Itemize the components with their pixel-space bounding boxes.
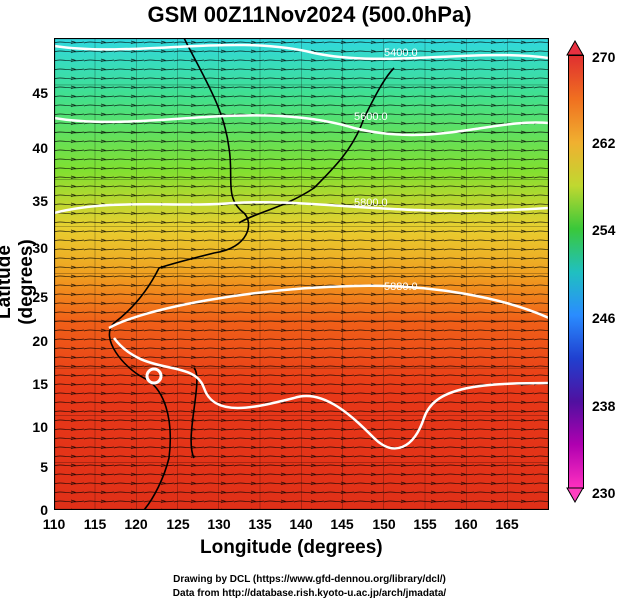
x-tick-label: 150	[372, 516, 396, 532]
colorbar-tick-label: 262	[592, 135, 616, 151]
x-tick-label: 140	[289, 516, 313, 532]
contour-label-5880: 5880.0	[384, 281, 418, 293]
y-tick-label: 20	[32, 333, 48, 349]
y-tick-label: 10	[32, 419, 48, 435]
height-contours	[54, 43, 549, 450]
colorbar-tick-label: 254	[592, 222, 616, 238]
x-tick-label: 155	[413, 516, 437, 532]
colorbar-top-arrow	[566, 40, 584, 56]
x-tick-label: 130	[207, 516, 231, 532]
colorbar-tick-label: 270	[592, 49, 616, 65]
y-tick-label: 45	[32, 85, 48, 101]
x-axis-label: Longitude (degrees)	[200, 537, 383, 558]
contour-label-5400: 5400.0	[384, 47, 418, 59]
colorbar-tick-label: 238	[592, 398, 616, 414]
y-tick-label: 15	[32, 376, 48, 392]
credit-drawing: Drawing by DCL (https://www.gfd-dennou.o…	[173, 574, 446, 585]
y-tick-label: 25	[32, 289, 48, 305]
colorbar-bottom-arrow	[566, 487, 584, 503]
map-plot-area: 5400.0 5600.0 5800.0 5880.0	[54, 38, 549, 510]
credit-data-source: Data from http://database.rish.kyoto-u.a…	[172, 588, 447, 599]
map-title: GSM 00Z11Nov2024 (500.0hPa)	[147, 2, 472, 27]
y-tick-label: 30	[32, 240, 48, 256]
contour-label-5600: 5600.0	[354, 111, 388, 123]
y-tick-label: 40	[32, 140, 48, 156]
plot-frame	[54, 38, 549, 510]
typhoon-center-marker	[145, 367, 163, 385]
x-tick-label: 110	[42, 516, 66, 532]
x-tick-label: 145	[330, 516, 354, 532]
y-tick-label: 0	[40, 502, 48, 518]
x-tick-label: 115	[83, 516, 107, 532]
y-tick-label: 35	[32, 193, 48, 209]
x-tick-label: 135	[248, 516, 272, 532]
colorbar-tick-label: 246	[592, 310, 616, 326]
lat-lon-grid	[54, 38, 549, 510]
x-tick-label: 125	[166, 516, 190, 532]
x-tick-label: 165	[495, 516, 519, 532]
coastline	[108, 38, 395, 510]
colorbar-tick-label: 230	[592, 485, 616, 501]
y-tick-label: 5	[40, 459, 48, 475]
colorbar	[568, 55, 584, 489]
contour-label-5800: 5800.0	[354, 197, 388, 209]
x-tick-label: 120	[124, 516, 148, 532]
x-tick-label: 160	[454, 516, 478, 532]
